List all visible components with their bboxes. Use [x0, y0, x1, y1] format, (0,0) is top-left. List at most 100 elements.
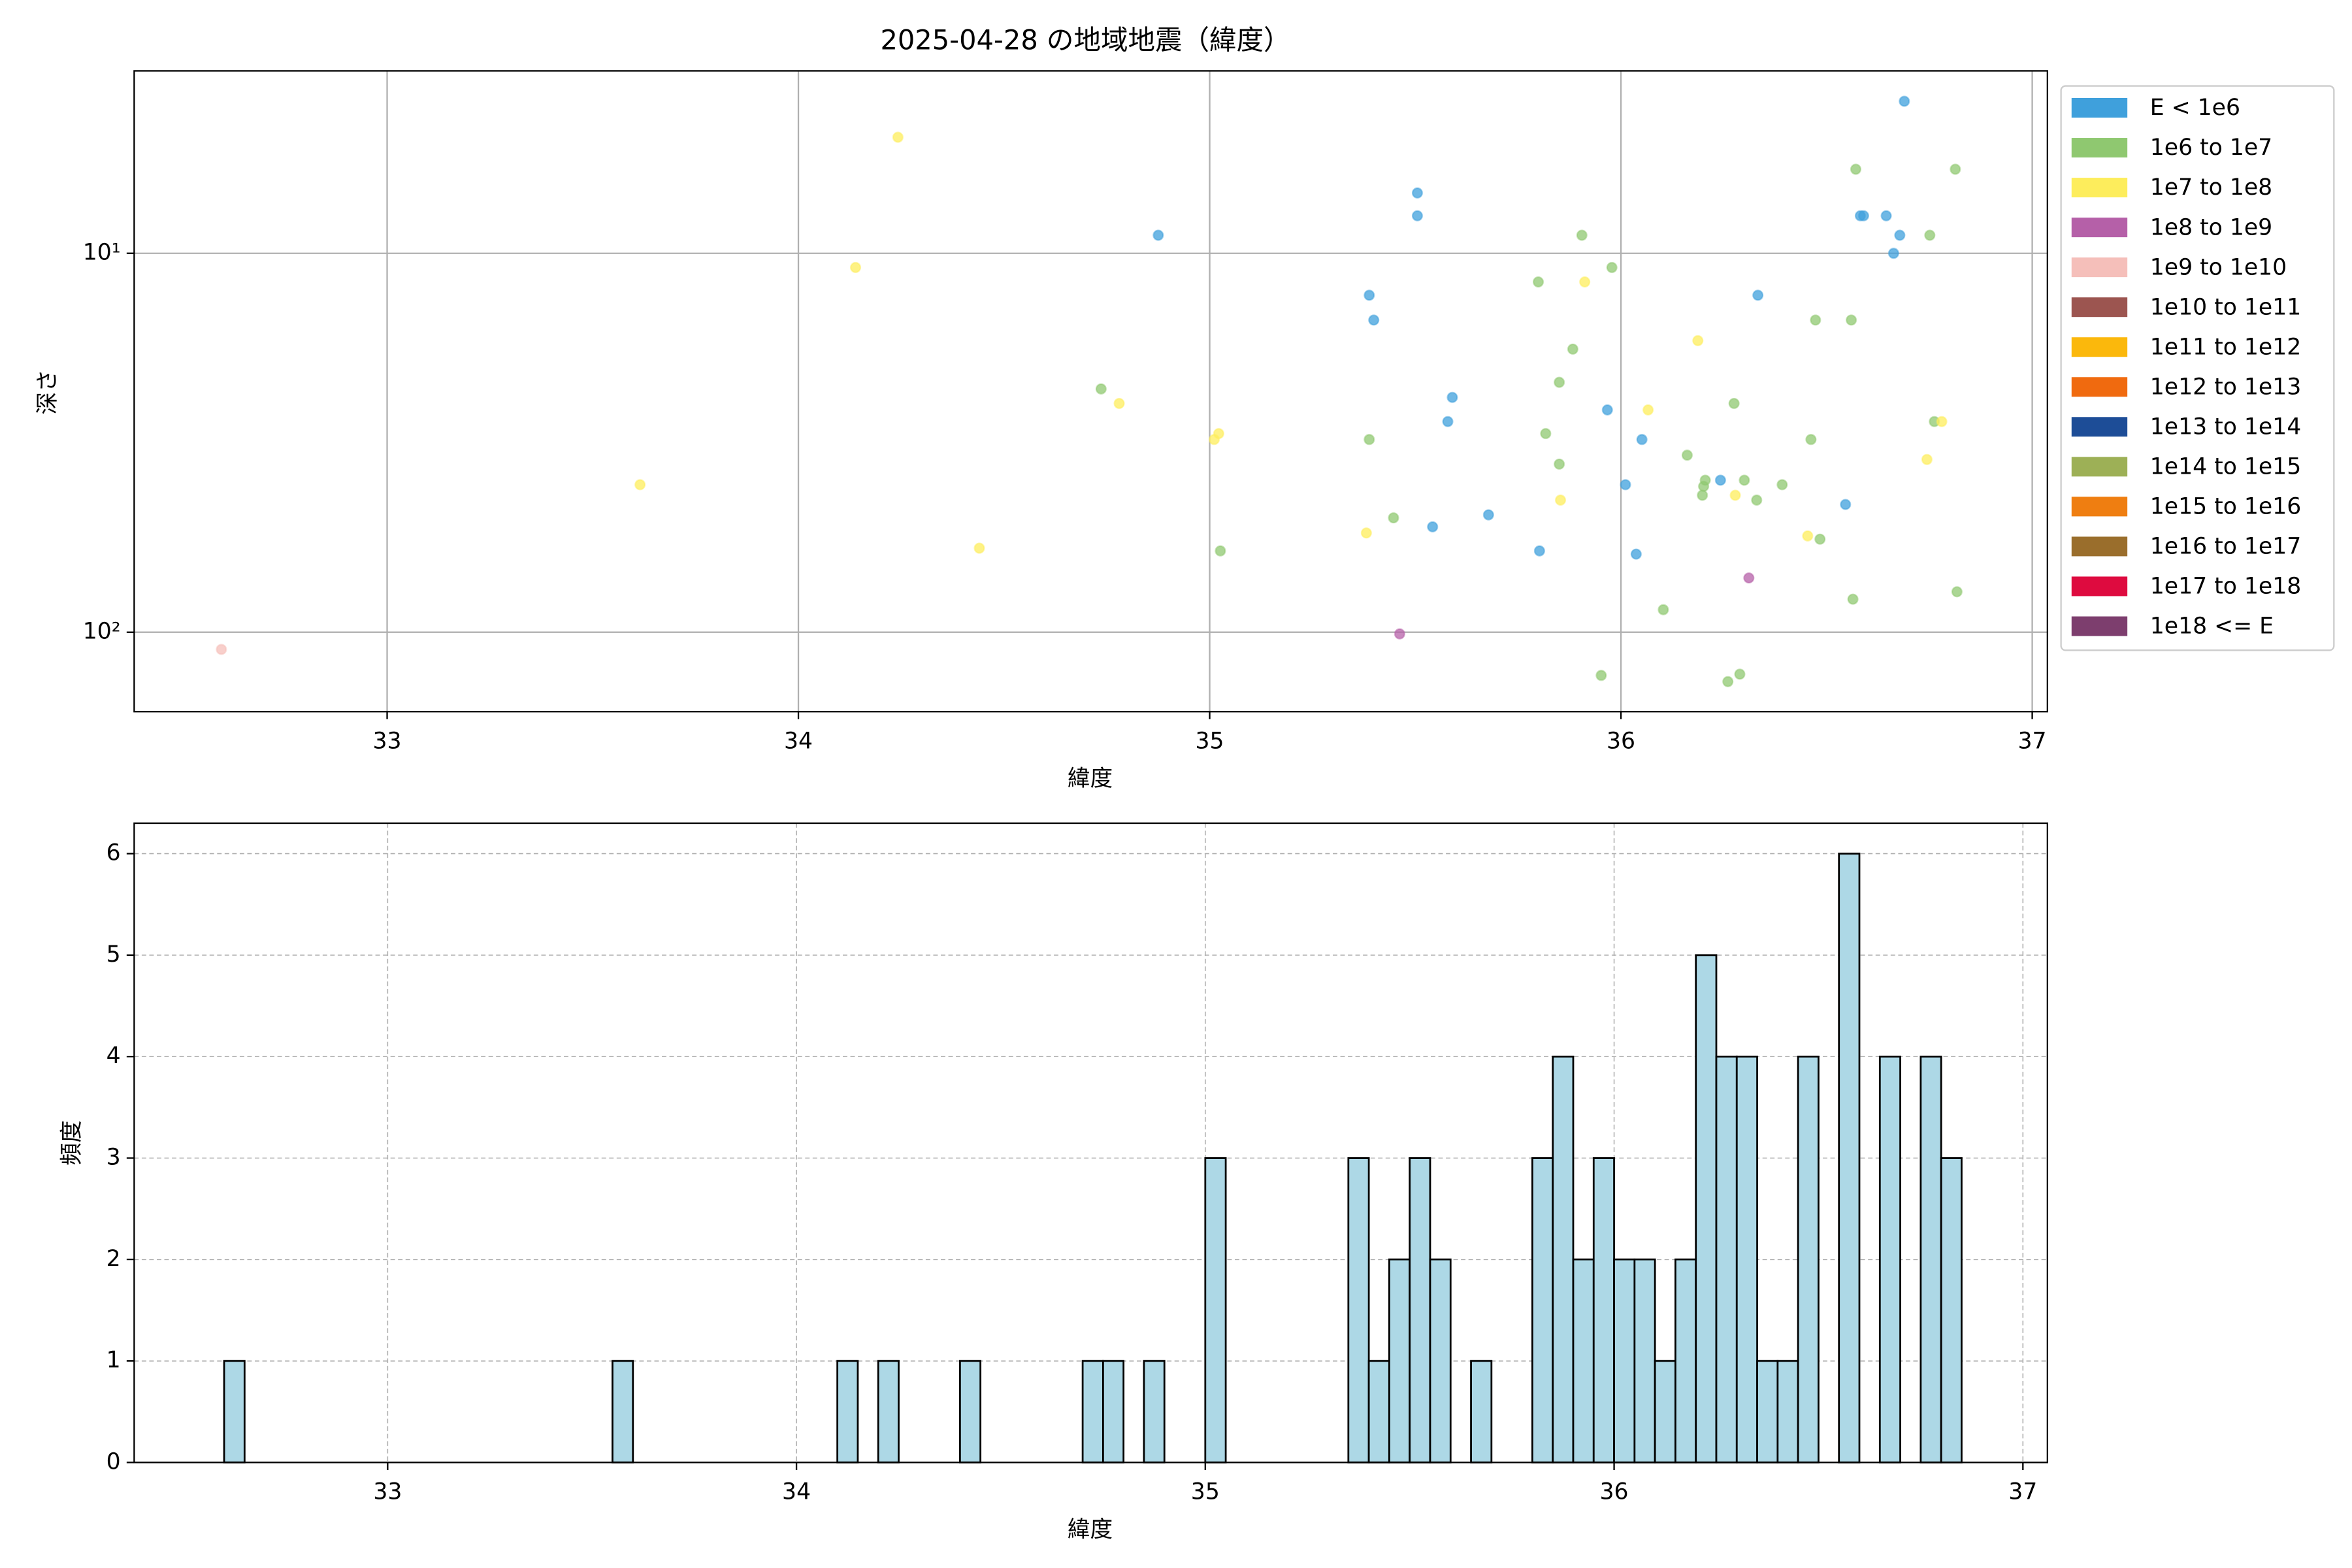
scatter-point — [1533, 545, 1545, 557]
legend-label: 1e6 to 1e7 — [2150, 135, 2272, 161]
scatter-point — [216, 644, 227, 655]
scatter-point — [1601, 404, 1613, 416]
scatter-point — [1540, 428, 1552, 440]
legend-label: 1e17 to 1e18 — [2150, 574, 2301, 600]
scatter-point — [634, 479, 646, 491]
legend-label: 1e12 to 1e13 — [2150, 374, 2301, 400]
scatter-point — [1554, 494, 1567, 506]
x-tick-label: 33 — [373, 728, 402, 754]
scatter-point — [1620, 479, 1631, 491]
legend-label: 1e10 to 1e11 — [2150, 294, 2301, 320]
legend-label: 1e13 to 1e14 — [2150, 414, 2301, 440]
scatter-point — [1630, 548, 1642, 560]
scatter-point — [1840, 498, 1852, 510]
scatter-point — [1814, 533, 1826, 545]
x-tick-label: 36 — [1607, 728, 1635, 754]
legend-label: 1e11 to 1e12 — [2150, 334, 2301, 360]
chart-title: 2025-04-28 の地域地震（緯度） — [880, 24, 1290, 56]
scatter-point — [1446, 391, 1458, 403]
y-tick-label: 6 — [106, 840, 121, 866]
legend-swatch — [2071, 297, 2128, 318]
scatter-point — [1714, 474, 1726, 486]
scatter-point — [1411, 187, 1423, 199]
scatter-point — [1595, 670, 1607, 681]
scatter-point — [1364, 289, 1375, 301]
scatter-point — [1728, 397, 1740, 410]
legend-label: 1e8 to 1e9 — [2150, 214, 2272, 240]
legend-label: 1e7 to 1e8 — [2150, 174, 2272, 201]
scatter-point — [1532, 276, 1544, 288]
y-tick-label: 10¹ — [83, 240, 121, 266]
x-tick-label: 34 — [784, 728, 813, 754]
legend-swatch — [2071, 377, 2128, 397]
scatter-point — [849, 261, 862, 273]
scatter-point — [1636, 434, 1648, 446]
scatter-point — [1658, 604, 1669, 615]
scatter-point — [1113, 397, 1125, 410]
scatter-point — [1850, 163, 1862, 175]
scatter-point — [1894, 229, 1906, 241]
histogram-bar — [1388, 1258, 1411, 1463]
scatter-point — [1921, 453, 1933, 465]
y-tick-label: 4 — [106, 1043, 121, 1069]
histogram-bar — [1143, 1360, 1166, 1463]
histogram-bar — [1470, 1360, 1493, 1463]
legend-label: E < 1e6 — [2150, 95, 2240, 121]
legend-swatch — [2071, 536, 2128, 557]
legend-label: 1e15 to 1e16 — [2150, 494, 2301, 520]
legend-swatch — [2071, 138, 2128, 158]
histogram-bar — [1940, 1157, 1963, 1463]
histogram-bar — [1102, 1360, 1125, 1463]
histogram-bar — [612, 1360, 634, 1463]
x-axis-label: 緯度 — [1068, 766, 1113, 792]
histogram-bar — [1552, 1055, 1575, 1463]
scatter-point — [1554, 376, 1565, 388]
y-tick-label: 3 — [106, 1145, 121, 1171]
legend-swatch — [2071, 337, 2128, 357]
scatter-point — [1567, 343, 1578, 355]
scatter-point — [1681, 449, 1693, 461]
y-tick-label: 10² — [83, 619, 121, 645]
histogram-bar — [1613, 1258, 1636, 1463]
histogram-bar — [1756, 1360, 1779, 1463]
x-tick-label: 34 — [782, 1479, 811, 1505]
legend-swatch — [2071, 98, 2128, 118]
scatter-point — [1698, 480, 1710, 492]
scatter-point — [1388, 512, 1399, 524]
y-axis-label: 深さ — [35, 369, 61, 414]
scatter-point — [1364, 434, 1375, 446]
x-tick-label: 36 — [1600, 1479, 1629, 1505]
scatter-point — [1810, 314, 1821, 326]
histogram-bar — [1633, 1258, 1656, 1463]
y-tick-label: 1 — [106, 1347, 121, 1373]
legend-swatch — [2071, 616, 2128, 636]
scatter-point — [1805, 434, 1817, 446]
legend-swatch — [2071, 417, 2128, 437]
scatter-point — [1642, 404, 1654, 416]
legend-swatch — [2071, 218, 2128, 238]
scatter-point — [1847, 593, 1859, 605]
scatter-point — [892, 131, 904, 143]
scatter-point — [1579, 276, 1591, 288]
legend-swatch — [2071, 457, 2128, 477]
y-tick-label: 2 — [106, 1246, 121, 1272]
histogram-bar — [1674, 1258, 1697, 1463]
scatter-point — [1899, 95, 1910, 107]
scatter-point — [1857, 210, 1869, 221]
histogram-bar — [1776, 1360, 1799, 1463]
scatter-point — [1215, 545, 1226, 557]
scatter-point — [1394, 628, 1405, 640]
x-axis-label: 緯度 — [1068, 1516, 1113, 1543]
x-tick-label: 35 — [1191, 1479, 1220, 1505]
scatter-point — [1776, 479, 1788, 491]
scatter-point — [1208, 434, 1220, 446]
scatter-point — [1427, 521, 1439, 532]
scatter-point — [1442, 416, 1454, 427]
histogram-bar — [1654, 1360, 1676, 1463]
scatter-point — [1880, 210, 1892, 221]
histogram-bar — [1081, 1360, 1104, 1463]
histogram-bar — [958, 1360, 982, 1463]
y-tick-label: 5 — [106, 941, 121, 968]
